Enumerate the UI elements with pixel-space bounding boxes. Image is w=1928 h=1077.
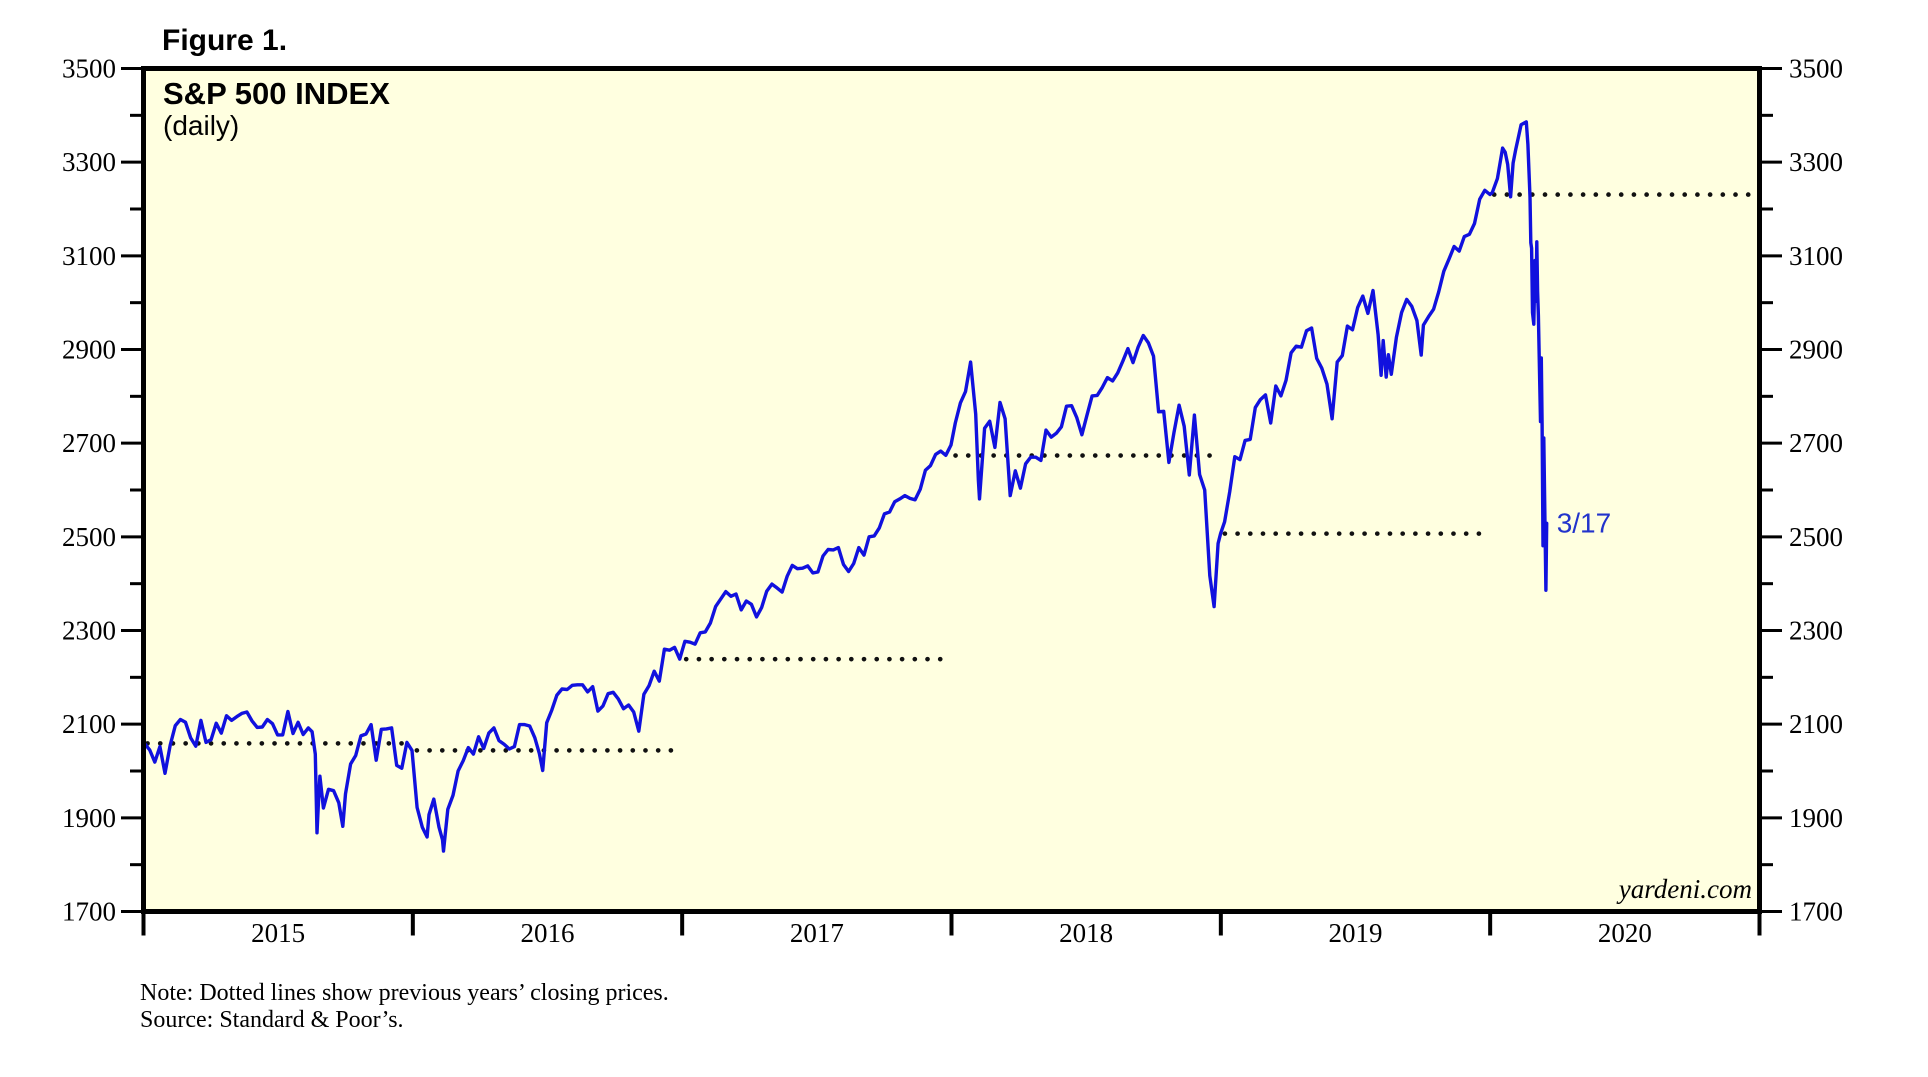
y-axis-label-right: 2300	[1789, 616, 1843, 646]
y-axis-label-right: 2700	[1789, 428, 1843, 458]
y-axis-label-left: 2700	[62, 428, 116, 458]
y-axis-label-left: 1700	[62, 897, 116, 927]
figure-label: Figure 1.	[162, 24, 288, 57]
y-axis-label-right: 3500	[1789, 54, 1843, 84]
chart-subtitle: (daily)	[163, 110, 240, 141]
watermark-yardeni: yardeni.com	[1618, 874, 1752, 904]
y-axis-label-left: 2900	[62, 335, 116, 365]
x-axis-year-label: 2016	[521, 918, 575, 948]
y-axis-label-right: 3300	[1789, 147, 1843, 177]
y-axis-label-left: 1900	[62, 803, 116, 833]
note-line-2: Source: Standard & Poor’s.	[140, 1007, 404, 1033]
note-line-1: Note: Dotted lines show previous years’ …	[140, 980, 669, 1006]
plot-background	[143, 68, 1760, 912]
chart-title: S&P 500 INDEX	[163, 76, 390, 111]
y-axis-label-left: 3100	[62, 241, 116, 271]
x-axis-year-label: 2015	[251, 918, 305, 948]
y-axis-label-right: 2500	[1789, 522, 1843, 552]
plot-border	[141, 66, 1762, 914]
x-axis-year-label: 2017	[790, 918, 844, 948]
date-annotation: 3/17	[1557, 508, 1612, 539]
x-axis-year-label: 2018	[1059, 918, 1113, 948]
y-axis-label-left: 2100	[62, 709, 116, 739]
price-line	[143, 120, 1549, 853]
y-axis-label-right: 2900	[1789, 335, 1843, 365]
y-axis-label-left: 3300	[62, 147, 116, 177]
y-axis-label-left: 3500	[62, 54, 116, 84]
y-axis-label-right: 3100	[1789, 241, 1843, 271]
y-axis-label-left: 2300	[62, 616, 116, 646]
y-axis-label-right: 2100	[1789, 709, 1843, 739]
y-axis-label-right: 1700	[1789, 897, 1843, 927]
y-axis-label-left: 2500	[62, 522, 116, 552]
chart-note: Note: Dotted lines show previous years’ …	[140, 980, 669, 1034]
y-axis-label-right: 1900	[1789, 803, 1843, 833]
x-axis-year-label: 2020	[1598, 918, 1652, 948]
x-axis-year-label: 2019	[1329, 918, 1383, 948]
